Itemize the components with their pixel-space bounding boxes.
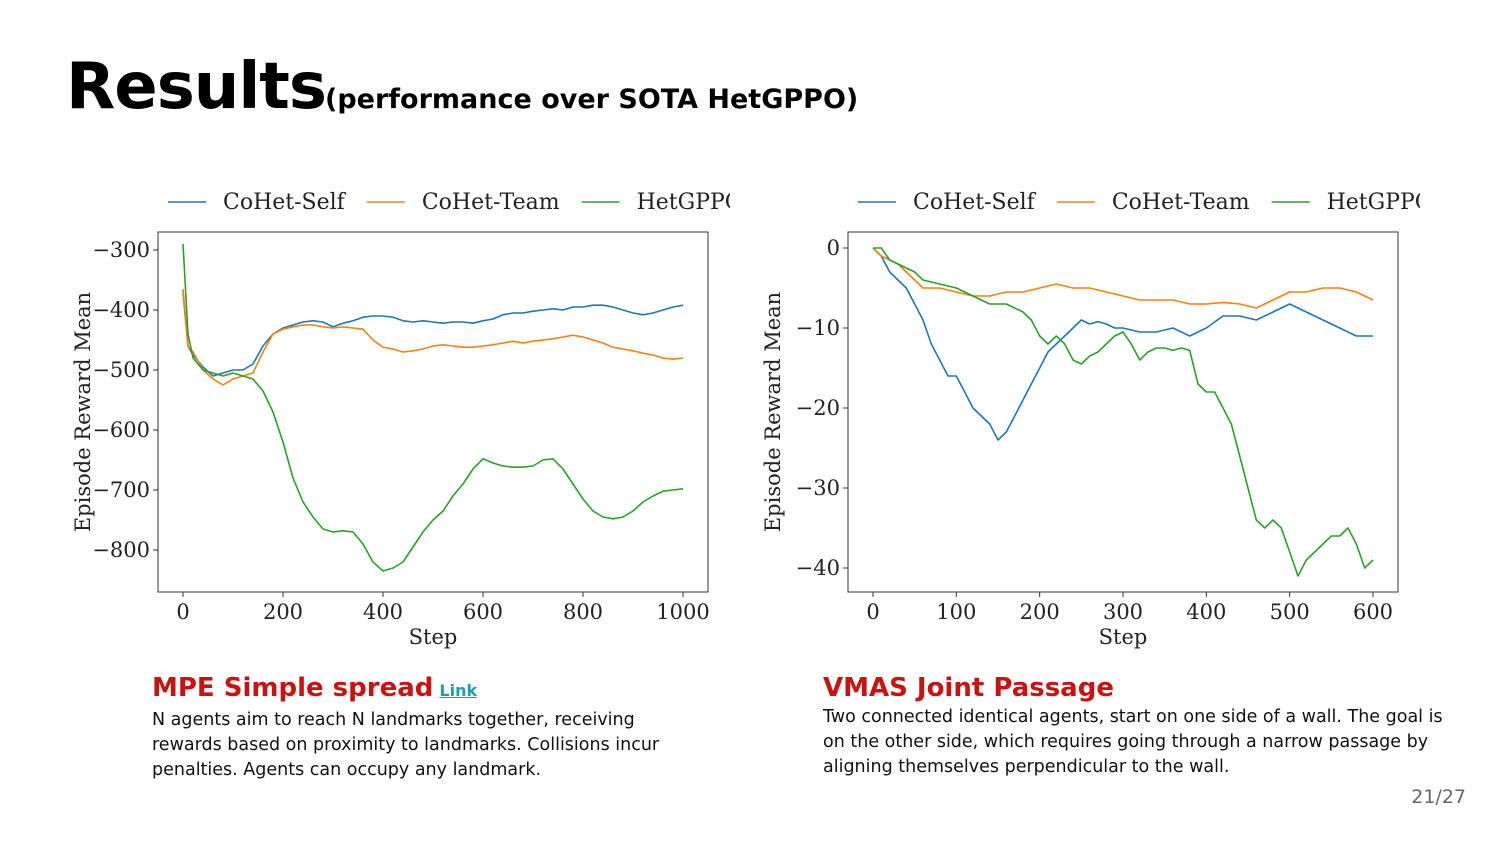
x-tick-label: 800	[563, 600, 603, 624]
caption-title: MPE Simple spread Link	[152, 671, 792, 708]
legend-label: HetGPPO	[1327, 190, 1420, 215]
caption-link[interactable]: Link	[439, 681, 478, 700]
legend-item: CoHet-Self	[858, 190, 1037, 215]
y-axis-label: Episode Reward Mean	[761, 292, 785, 532]
y-tick-label: −400	[92, 298, 150, 322]
caption-body: Two connected identical agents, start on…	[823, 707, 1443, 777]
series-line-cohet-self	[182, 291, 684, 377]
series-line-cohet-team	[872, 247, 1374, 309]
caption-title: VMAS Joint Passage	[823, 673, 1114, 703]
legend-label: CoHet-Team	[422, 190, 560, 215]
y-axis-label: Episode Reward Mean	[71, 292, 95, 532]
legend-item: CoHet-Team	[1056, 190, 1250, 215]
x-tick-label: 500	[1270, 600, 1310, 624]
x-tick-label: 400	[363, 600, 403, 624]
slide-subtitle: (performance over SOTA HetGPPO)	[325, 84, 859, 115]
legend-label: CoHet-Self	[223, 190, 347, 215]
chart-vmas-joint-passage: CoHet-Self CoHet-Team HetGPPO 0 100 200 300 400…	[761, 190, 1420, 649]
x-tick-label: 200	[263, 600, 303, 624]
legend-item: CoHet-Team	[366, 190, 560, 215]
x-tick-label: 1000	[656, 600, 709, 624]
y-tick-label: −40	[796, 556, 840, 580]
y-tick-label: −600	[92, 418, 150, 442]
chart-mpe-simple-spread: CoHet-Self CoHet-Team HetGPPO 0 200 400 600 800…	[71, 190, 730, 649]
x-tick-label: 600	[1353, 600, 1393, 624]
y-tick-label: −10	[796, 316, 840, 340]
plot-frame	[847, 231, 1399, 593]
y-tick-label: 0	[827, 236, 840, 260]
caption-vmas: VMAS Joint Passage Two connected identic…	[823, 671, 1463, 780]
legend-label: HetGPPO	[637, 190, 730, 215]
x-tick-label: 300	[1103, 600, 1143, 624]
y-tick-label: −30	[796, 476, 840, 500]
x-tick-label: 0	[866, 600, 879, 624]
y-tick-label: −300	[92, 238, 150, 262]
legend-label: CoHet-Team	[1112, 190, 1250, 215]
y-tick-label: −800	[92, 538, 150, 562]
y-tick-label: −500	[92, 358, 150, 382]
series-line-cohet-self	[872, 247, 1373, 441]
legend-item: HetGPPO	[1271, 190, 1420, 215]
x-tick-label: 600	[463, 600, 503, 624]
y-tick-label: −700	[92, 478, 150, 502]
legend-label: CoHet-Self	[913, 190, 1037, 215]
caption-title-text: MPE Simple spread	[152, 673, 434, 703]
caption-mpe: MPE Simple spread Link N agents aim to re…	[152, 671, 792, 783]
y-tick-label: −20	[796, 396, 840, 420]
x-tick-label: 100	[936, 600, 976, 624]
plot-frame	[157, 231, 709, 593]
x-tick-label: 0	[176, 600, 189, 624]
slide-title: Results	[66, 50, 327, 124]
series-line-hetgppo	[182, 243, 684, 572]
series-line-cohet-team	[182, 288, 684, 386]
legend-item: HetGPPO	[581, 190, 730, 215]
series-line-hetgppo	[873, 247, 1374, 577]
caption-body: N agents aim to reach N landmarks togeth…	[152, 710, 660, 780]
legend: CoHet-Self CoHet-Team HetGPPO	[858, 190, 1420, 215]
x-axis-label: Step	[409, 625, 458, 649]
legend: CoHet-Self CoHet-Team HetGPPO	[168, 190, 730, 215]
x-tick-label: 400	[1186, 600, 1226, 624]
x-axis-label: Step	[1099, 625, 1148, 649]
page-number: 21/27	[1411, 786, 1466, 808]
x-tick-label: 200	[1020, 600, 1060, 624]
legend-item: CoHet-Self	[168, 190, 347, 215]
